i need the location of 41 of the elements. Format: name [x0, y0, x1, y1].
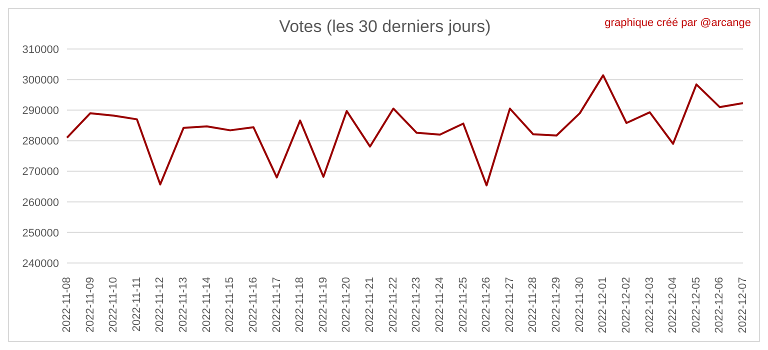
- chart-title: Votes (les 30 derniers jours): [279, 17, 491, 36]
- x-tick-label: 2022-11-14: [200, 277, 213, 332]
- x-tick-label: 2022-11-23: [410, 277, 423, 332]
- x-tick-label: 2022-11-22: [387, 277, 400, 332]
- x-tick-label: 2022-12-07: [737, 277, 749, 334]
- y-tick-label: 300000: [22, 74, 59, 86]
- x-tick-label: 2022-11-19: [317, 277, 330, 332]
- x-tick-label: 2022-12-06: [714, 277, 726, 334]
- x-tick-label: 2022-11-10: [108, 277, 120, 332]
- y-tick-label: 260000: [22, 196, 59, 209]
- x-tick-label: 2022-11-20: [340, 277, 353, 332]
- x-tick-label: 2022-12-01: [597, 277, 610, 334]
- x-tick-label: 2022-11-30: [574, 277, 586, 332]
- x-tick-label: 2022-12-04: [667, 277, 680, 334]
- x-tick-label: 2022-11-08: [61, 277, 73, 332]
- x-tick-label: 2022-11-28: [527, 277, 540, 332]
- y-tick-label: 240000: [22, 258, 59, 270]
- x-tick-label: 2022-11-09: [84, 277, 96, 332]
- x-tick-label: 2022-12-05: [690, 277, 702, 334]
- x-tick-label: 2022-11-17: [270, 277, 283, 332]
- x-tick-label: 2022-11-18: [294, 277, 306, 332]
- text: graphique créé par @arcange: [604, 17, 751, 29]
- x-tick-label: 2022-11-16: [247, 277, 260, 332]
- x-tick-label: 2022-11-13: [178, 277, 190, 332]
- x-tick-label: 2022-11-11: [130, 277, 143, 332]
- y-tick-label: 310000: [22, 44, 59, 56]
- y-tick-label: 290000: [22, 105, 59, 118]
- y-tick-label: 250000: [22, 227, 59, 240]
- x-tick-label: 2022-11-21: [364, 277, 376, 332]
- x-tick-label: 2022-11-26: [480, 277, 493, 332]
- x-tick-label: 2022-11-25: [457, 277, 470, 332]
- line-series: [66, 74, 744, 186]
- y-tick-label: 270000: [22, 166, 59, 178]
- x-tick-label: 2022-11-29: [550, 277, 563, 332]
- x-tick-label: 2022-12-02: [620, 277, 632, 334]
- x-tick-label: 2022-11-24: [434, 277, 446, 332]
- x-tick-label: 2022-11-27: [504, 277, 516, 332]
- x-tick-label: 2022-12-03: [644, 277, 656, 334]
- x-tick-label: 2022-11-12: [154, 277, 166, 332]
- y-tick-label: 280000: [22, 136, 59, 148]
- x-tick-label: 2022-11-15: [224, 277, 236, 332]
